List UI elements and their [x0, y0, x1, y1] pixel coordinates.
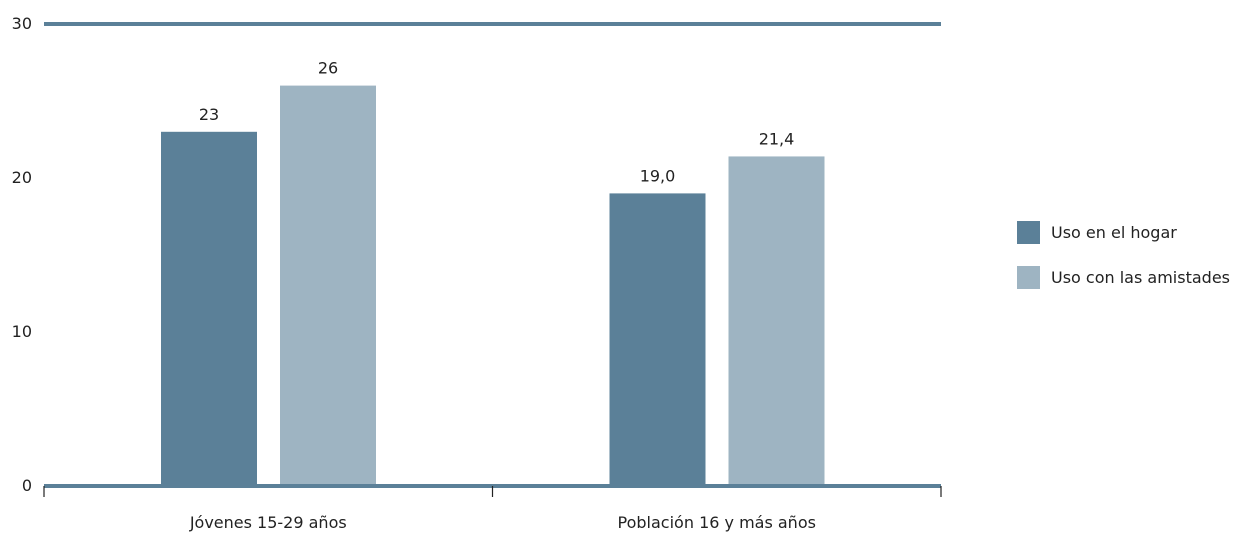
y-tick-label: 0	[22, 476, 32, 495]
data-label: 19,0	[640, 166, 676, 185]
data-label: 26	[318, 59, 338, 78]
bar-hogar-1	[609, 193, 706, 486]
x-category-label: Jóvenes 15-29 años	[189, 513, 347, 532]
y-tick-label: 20	[12, 168, 32, 187]
bar-hogar-0	[161, 131, 257, 487]
y-tick-label: 30	[12, 14, 32, 33]
bar-amistades-0	[280, 85, 376, 486]
legend-label: Uso con las amistades	[1051, 268, 1230, 287]
data-label: 21,4	[759, 129, 795, 148]
x-category-label: Población 16 y más años	[618, 513, 816, 532]
legend-swatch-hogar	[1017, 221, 1040, 244]
bar-amistades-1	[728, 156, 825, 486]
y-tick-label: 10	[12, 322, 32, 341]
legend-label: Uso en el hogar	[1051, 223, 1177, 242]
data-label: 23	[199, 105, 219, 124]
legend-swatch-amistades	[1017, 266, 1040, 289]
